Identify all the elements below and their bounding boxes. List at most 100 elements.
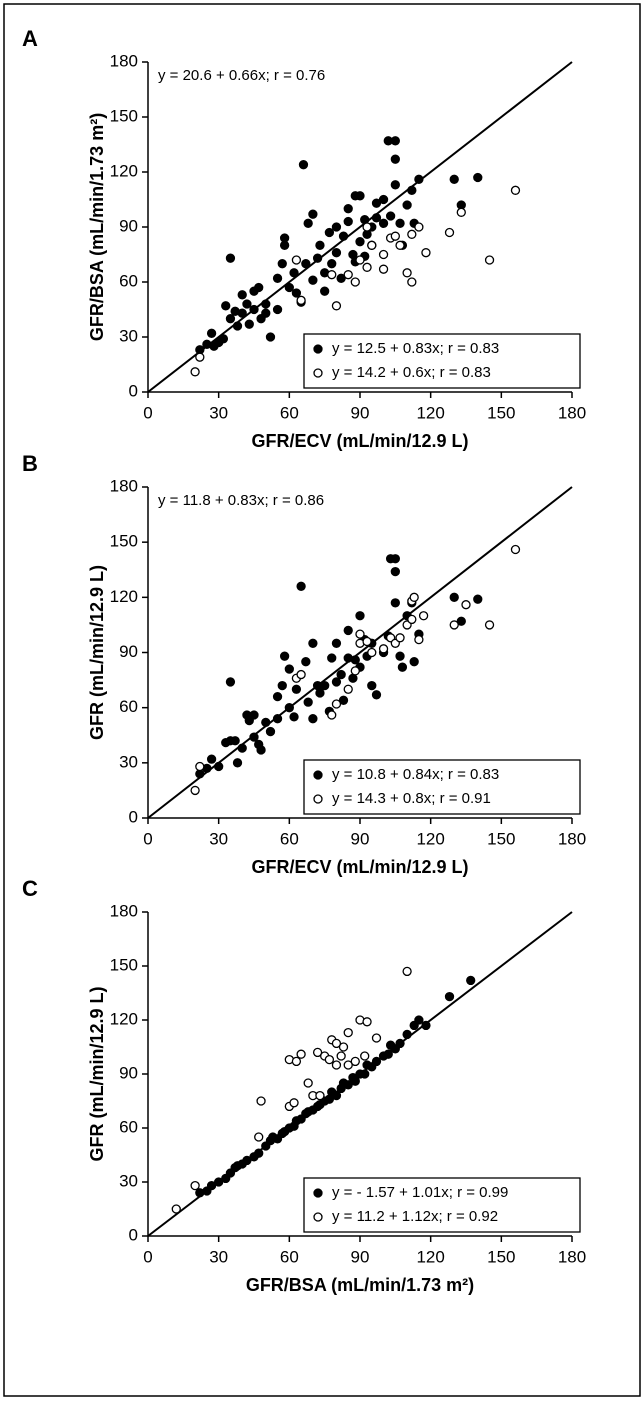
data-point bbox=[421, 248, 431, 258]
data-point bbox=[362, 636, 372, 647]
data-point bbox=[312, 1047, 323, 1058]
x-tick-label: 180 bbox=[558, 403, 586, 422]
data-point bbox=[225, 314, 236, 324]
data-point bbox=[272, 304, 283, 315]
data-point bbox=[371, 198, 382, 208]
data-point bbox=[414, 634, 424, 645]
data-point bbox=[336, 273, 346, 283]
x-tick-label: 30 bbox=[209, 829, 228, 848]
data-point bbox=[421, 1020, 431, 1031]
data-point bbox=[371, 690, 382, 700]
data-point bbox=[308, 714, 318, 724]
data-point bbox=[296, 581, 306, 591]
data-point bbox=[331, 638, 342, 648]
data-point bbox=[343, 1027, 353, 1038]
data-point bbox=[378, 264, 389, 274]
legend-box bbox=[303, 333, 581, 389]
y-tick-label: 120 bbox=[110, 161, 138, 180]
data-point bbox=[331, 248, 342, 258]
data-point bbox=[343, 204, 353, 214]
x-tick-label: 90 bbox=[351, 1247, 370, 1266]
data-point bbox=[390, 231, 400, 241]
data-point bbox=[414, 222, 424, 232]
data-point bbox=[249, 304, 259, 315]
y-tick-label: 0 bbox=[129, 1225, 138, 1244]
y-tick-label: 150 bbox=[110, 955, 138, 974]
data-point bbox=[256, 745, 266, 755]
y-tick-label: 30 bbox=[119, 326, 138, 345]
data-point bbox=[395, 1038, 405, 1049]
data-point bbox=[449, 620, 459, 630]
data-point bbox=[327, 270, 337, 280]
data-point bbox=[230, 736, 240, 746]
x-tick-label: 120 bbox=[416, 1247, 444, 1266]
equation: y = 20.6 + 0.66x; r = 0.76 bbox=[158, 67, 325, 84]
data-point bbox=[232, 321, 243, 331]
data-point bbox=[362, 1017, 372, 1027]
data-point bbox=[279, 651, 290, 661]
data-point bbox=[362, 262, 372, 272]
legend-marker bbox=[313, 344, 323, 354]
y-tick-label: 120 bbox=[110, 587, 138, 606]
data-point bbox=[407, 185, 417, 195]
data-point bbox=[390, 598, 400, 608]
data-point bbox=[371, 1056, 382, 1067]
data-point bbox=[308, 638, 318, 648]
data-point bbox=[362, 222, 372, 232]
data-point bbox=[390, 566, 400, 577]
data-point bbox=[350, 655, 360, 665]
x-tick-label: 60 bbox=[280, 829, 299, 848]
data-point bbox=[261, 299, 271, 309]
data-point bbox=[265, 332, 276, 342]
data-point bbox=[242, 1155, 252, 1166]
data-point bbox=[360, 1051, 370, 1061]
data-point bbox=[272, 714, 283, 724]
legend-marker bbox=[313, 1188, 323, 1198]
data-point bbox=[272, 691, 283, 702]
data-point bbox=[395, 651, 405, 661]
data-point bbox=[402, 268, 412, 278]
y-tick-label: 90 bbox=[119, 1063, 138, 1082]
data-point bbox=[367, 240, 377, 250]
data-point bbox=[390, 554, 400, 564]
data-point bbox=[418, 611, 429, 621]
data-point bbox=[244, 319, 254, 329]
data-point bbox=[466, 975, 476, 986]
data-point bbox=[315, 1090, 325, 1101]
data-point bbox=[261, 308, 271, 318]
data-point bbox=[395, 218, 405, 228]
panel-label: B bbox=[22, 451, 38, 476]
data-point bbox=[315, 688, 325, 698]
legend-entry: y = 11.2 + 1.12x; r = 0.92 bbox=[332, 1208, 498, 1225]
data-point bbox=[331, 1060, 342, 1070]
data-point bbox=[279, 233, 290, 243]
data-point bbox=[237, 743, 247, 753]
data-point bbox=[190, 367, 200, 377]
data-point bbox=[331, 677, 342, 687]
legend-box bbox=[303, 759, 581, 815]
data-point bbox=[296, 295, 306, 305]
data-point bbox=[206, 1180, 217, 1191]
data-point bbox=[315, 240, 325, 250]
data-point bbox=[378, 194, 389, 205]
data-point bbox=[303, 218, 313, 228]
data-point bbox=[327, 259, 337, 269]
y-tick-label: 180 bbox=[110, 51, 138, 70]
data-point bbox=[296, 1049, 306, 1059]
data-point bbox=[291, 684, 302, 694]
data-point bbox=[407, 277, 417, 287]
data-point bbox=[343, 1060, 353, 1070]
x-tick-label: 0 bbox=[143, 403, 152, 422]
data-point bbox=[355, 611, 365, 621]
data-point bbox=[242, 299, 252, 309]
data-point bbox=[355, 237, 365, 247]
data-point bbox=[291, 288, 302, 298]
data-point bbox=[355, 629, 365, 639]
data-point bbox=[378, 249, 389, 260]
data-point bbox=[355, 255, 365, 265]
data-point bbox=[343, 625, 353, 636]
data-point bbox=[414, 174, 424, 184]
data-point bbox=[256, 1096, 266, 1106]
data-point bbox=[195, 352, 205, 362]
x-tick-label: 30 bbox=[209, 1247, 228, 1266]
